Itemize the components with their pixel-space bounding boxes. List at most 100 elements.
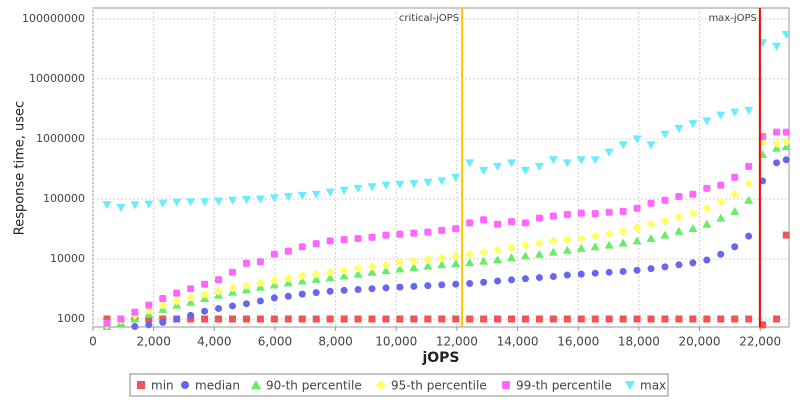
threshold-label: max-jOPS: [708, 13, 756, 24]
point: [507, 243, 517, 253]
point: [409, 180, 419, 189]
point: [548, 156, 558, 165]
point: [782, 231, 790, 239]
point: [604, 229, 614, 239]
point: [493, 255, 503, 264]
point: [214, 197, 224, 206]
point: [660, 230, 670, 239]
point: [423, 178, 433, 187]
point: [717, 315, 725, 323]
point: [270, 294, 278, 302]
point: [660, 130, 670, 139]
point: [451, 259, 461, 268]
point: [466, 219, 474, 227]
point: [605, 268, 613, 276]
point: [577, 270, 585, 278]
point: [619, 207, 627, 215]
legend-label: max: [640, 379, 666, 393]
point: [688, 224, 698, 233]
legend-label: median: [195, 379, 240, 393]
point: [145, 315, 153, 323]
point: [493, 245, 503, 255]
point: [534, 162, 544, 171]
point: [661, 196, 669, 204]
point: [437, 260, 447, 269]
point: [745, 162, 753, 170]
point: [744, 179, 754, 189]
point: [423, 255, 433, 265]
point: [618, 238, 628, 247]
point: [382, 315, 390, 323]
point: [215, 276, 223, 284]
y-axis-title: Response time, usec: [13, 101, 28, 235]
point: [339, 271, 349, 280]
point: [410, 229, 418, 237]
point: [354, 315, 362, 323]
point: [256, 297, 264, 305]
point: [534, 249, 544, 258]
point: [689, 190, 697, 198]
point: [773, 315, 781, 323]
x-tick-label: 10,000: [375, 335, 417, 349]
point: [298, 315, 306, 323]
x-tick-label: 8,000: [318, 335, 352, 349]
point: [353, 184, 363, 193]
point: [466, 280, 474, 288]
point: [674, 212, 684, 222]
point: [520, 240, 530, 250]
point: [591, 210, 599, 218]
point: [145, 321, 153, 329]
point: [480, 216, 488, 224]
point: [716, 213, 726, 222]
threshold-label: critical-jOPS: [399, 13, 459, 24]
point: [590, 231, 600, 241]
point: [214, 286, 224, 296]
point: [702, 219, 712, 228]
point: [773, 128, 781, 136]
point: [619, 315, 627, 323]
point: [173, 289, 181, 297]
point: [173, 315, 181, 323]
point: [549, 273, 557, 281]
point: [577, 209, 585, 217]
point: [270, 315, 278, 323]
point: [312, 240, 320, 248]
point: [424, 282, 432, 290]
point: [744, 195, 754, 204]
point: [618, 141, 628, 150]
point: [745, 232, 753, 240]
point: [117, 315, 125, 323]
point: [619, 267, 627, 275]
point: [465, 159, 475, 168]
point: [508, 218, 516, 226]
point: [326, 237, 334, 245]
point: [703, 315, 711, 323]
point: [395, 180, 405, 189]
point: [480, 278, 488, 286]
point: [423, 261, 433, 270]
point: [145, 301, 153, 309]
point: [353, 269, 363, 278]
point: [618, 226, 628, 236]
point: [242, 300, 250, 308]
point: [438, 281, 446, 289]
legend-label: min: [151, 379, 174, 393]
legend-marker: [251, 380, 261, 389]
point: [172, 198, 182, 207]
point: [353, 263, 363, 273]
legend-label: 99-th percentile: [516, 379, 612, 393]
point: [255, 195, 265, 204]
point: [159, 318, 167, 326]
point: [367, 261, 377, 271]
point: [508, 315, 516, 323]
point: [466, 315, 474, 323]
point: [159, 294, 167, 302]
point: [396, 230, 404, 238]
point: [716, 111, 726, 120]
point: [186, 292, 196, 302]
point: [298, 290, 306, 298]
point: [283, 192, 293, 201]
point: [632, 236, 642, 245]
point: [452, 225, 460, 233]
point: [229, 302, 237, 310]
